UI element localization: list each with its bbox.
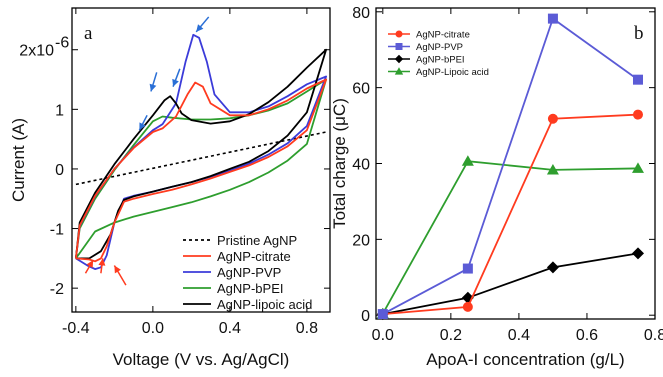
x-axis-title: ApoA-I concentration (g/L) <box>426 350 624 369</box>
legend-marker <box>395 30 403 38</box>
data-point-agnp-citrate <box>632 109 643 120</box>
y-tick-label: 0 <box>55 162 64 179</box>
series-line-agnp-bpei <box>75 78 327 259</box>
annotation-arrowhead <box>149 83 157 92</box>
data-point-agnp-lipoic-acid <box>631 162 644 173</box>
data-point-agnp-pvp <box>377 309 388 320</box>
series-line-agnp-lipoic-acid <box>75 48 327 260</box>
x-axis-title: Voltage (V vs. Ag/AgCl) <box>113 350 290 369</box>
legend-label: Pristine AgNP <box>217 233 297 248</box>
legend-label: AgNP-Lipoic acid <box>416 67 489 78</box>
panel-a-frame <box>71 7 331 313</box>
data-point-agnp-pvp <box>547 13 558 24</box>
legend-label: AgNP-citrate <box>217 249 291 264</box>
legend-label: AgNP-bPEI <box>416 55 465 66</box>
data-point-agnp-lipoic-acid <box>461 155 474 166</box>
y-tick-label: 1 <box>55 102 64 119</box>
legend-label: AgNP-PVP <box>416 42 463 53</box>
annotation-arrowhead <box>86 260 94 268</box>
data-point-agnp-lipoic-acid <box>546 163 559 175</box>
y-axis-title: Total charge (μC) <box>330 98 349 229</box>
panel-label-a: a <box>84 23 93 44</box>
panel-a: -0.4 0.0 0.4 0.8 -2 -1 0 1 2x10 -6 a Voltage (V vs.… <box>9 7 331 369</box>
data-point-agnp-citrate <box>462 301 473 312</box>
y-exponent-label: -6 <box>55 35 69 52</box>
x-tick-label: -0.4 <box>62 320 90 337</box>
data-point-agnp-bpei <box>631 247 644 260</box>
x-tick-label: 0.0 <box>142 320 164 337</box>
panel-label-b: b <box>634 23 644 44</box>
legend-marker <box>394 67 404 75</box>
x-tick-label: 0.4 <box>508 327 530 344</box>
y-tick-label: 0 <box>361 308 370 325</box>
series-line-agnp-citrate <box>75 78 327 263</box>
legend-label: AgNP-lipoic acid <box>217 297 312 312</box>
legend-marker <box>395 43 403 50</box>
y-tick-label: 80 <box>352 5 370 22</box>
x-tick-label: 0.2 <box>440 327 462 344</box>
y-axis-title: Current (A) <box>9 118 28 202</box>
y-tick-label: 40 <box>352 157 370 174</box>
y-tick-label: -2 <box>50 281 64 298</box>
panel-b: 0.0 0.2 0.4 0.6 0.8 0 20 40 60 80 b ApoA-I concentr… <box>330 5 663 369</box>
series-line-pristine-agnp <box>75 131 327 186</box>
x-tick-label: 0.6 <box>576 327 598 344</box>
series-line-agnp-pvp <box>382 17 639 315</box>
series-line-agnp-lipoic-acid <box>382 160 639 315</box>
annotation-arrowhead <box>196 24 204 32</box>
data-point-agnp-bpei <box>546 261 559 274</box>
annotation-arrowhead <box>172 78 179 87</box>
annotation-arrowhead <box>98 258 106 266</box>
series-line-agnp-bpei <box>382 252 639 315</box>
data-point-agnp-pvp <box>632 74 643 85</box>
data-point-agnp-citrate <box>547 113 558 124</box>
y-tick-label: -1 <box>50 222 64 239</box>
series-line-agnp-citrate <box>382 113 639 315</box>
y-tick-label: 2x10 <box>19 43 54 60</box>
legend-label: AgNP-citrate <box>416 30 470 41</box>
y-tick-label: 20 <box>352 232 370 249</box>
x-tick-label: 0.4 <box>219 320 241 337</box>
x-tick-label: 0.8 <box>644 327 663 344</box>
y-tick-label: 60 <box>352 81 370 98</box>
legend-label: AgNP-PVP <box>217 265 281 280</box>
annotation-arrowhead <box>139 122 146 131</box>
x-tick-label: 0.0 <box>372 327 394 344</box>
data-point-agnp-pvp <box>462 263 473 274</box>
legend-label: AgNP-bPEI <box>217 281 283 296</box>
annotation-arrowhead <box>114 265 121 274</box>
legend-marker <box>394 54 404 64</box>
x-tick-label: 0.8 <box>296 320 318 337</box>
